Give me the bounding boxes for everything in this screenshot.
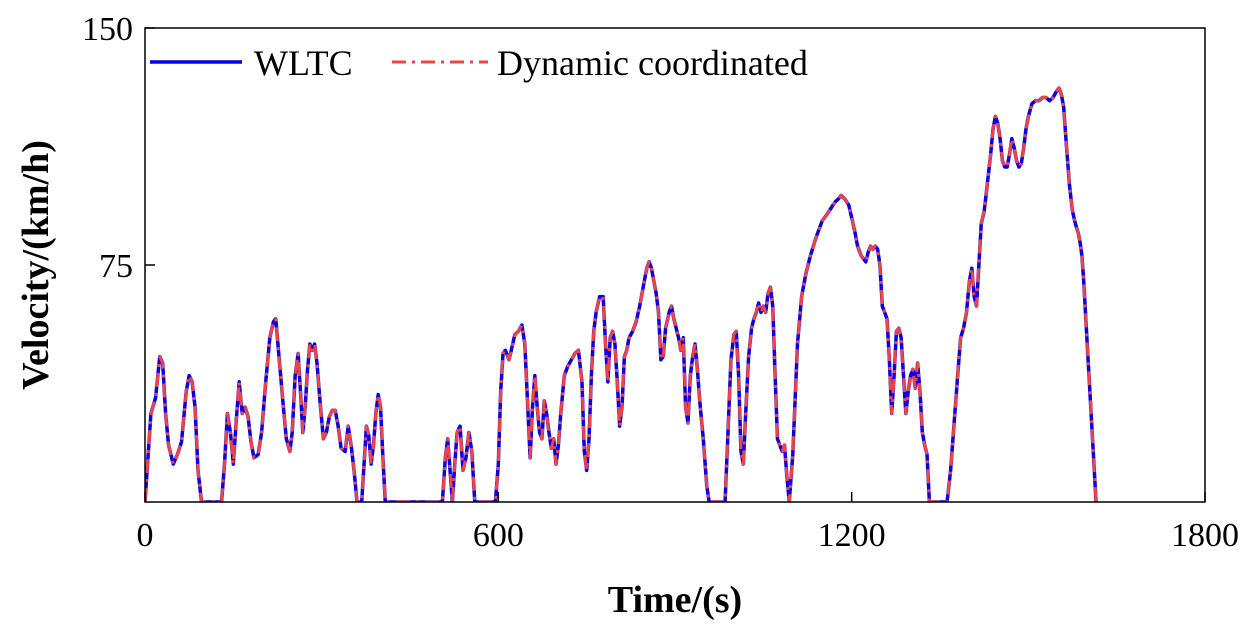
- legend-label-dynamic-coordinated: Dynamic coordinated: [497, 43, 808, 83]
- x-tick-label: 1800: [1171, 517, 1239, 554]
- y-tick-label: 75: [99, 248, 133, 285]
- legend: WLTC Dynamic coordinated: [150, 43, 808, 83]
- y-tick-label: 150: [82, 11, 133, 48]
- x-axis-title: Time/(s): [608, 579, 742, 621]
- x-tick-label: 0: [137, 517, 154, 554]
- x-tick-label: 1200: [818, 517, 886, 554]
- plot-layer: [145, 86, 1098, 502]
- legend-label-wltc: WLTC: [254, 43, 353, 83]
- y-axis-title: Velocity/(km/h): [15, 140, 57, 390]
- series-line-dynamic-coordinated: [145, 86, 1098, 502]
- axis-layer: 0 600 1200 1800 75 150: [82, 11, 1239, 554]
- x-tick-label: 600: [473, 517, 524, 554]
